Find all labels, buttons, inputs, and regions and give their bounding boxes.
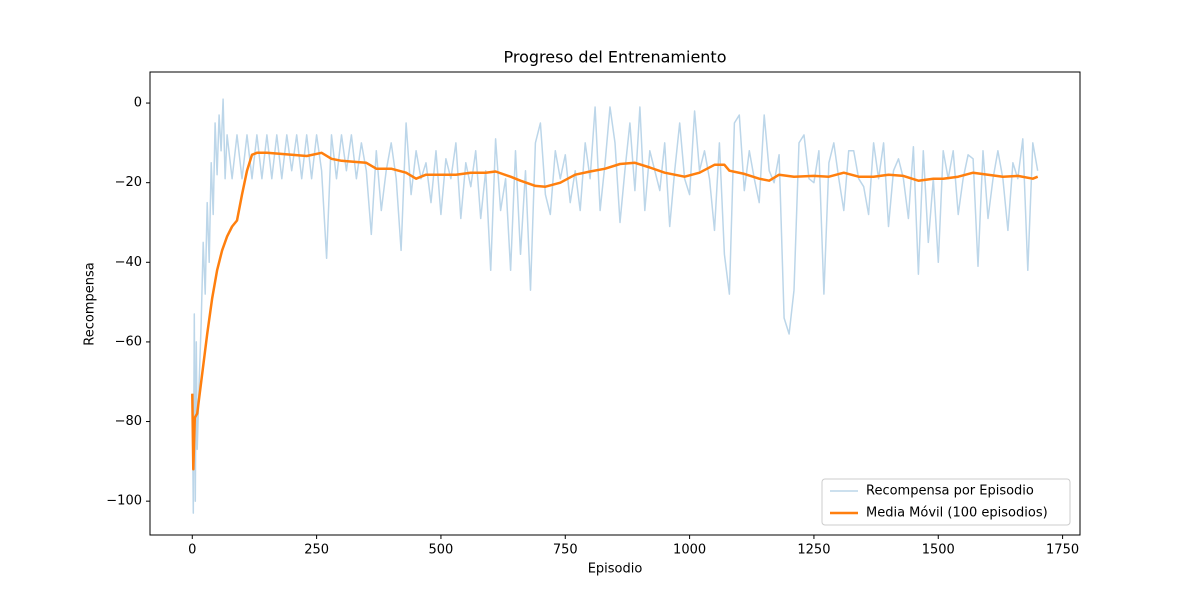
y-tick-label: −60 — [115, 334, 142, 349]
legend-label: Media Móvil (100 episodios) — [866, 506, 1048, 521]
x-tick-label: 1250 — [797, 543, 830, 558]
x-tick-label: 1000 — [673, 543, 706, 558]
y-tick-label: 0 — [134, 96, 142, 111]
x-tick-label: 250 — [304, 543, 329, 558]
legend-box — [821, 478, 1071, 526]
x-axis-label: Episodio — [588, 562, 643, 577]
x-tick-label: 0 — [188, 543, 196, 558]
x-tick-label: 750 — [553, 543, 578, 558]
y-tick-label: −40 — [115, 255, 142, 270]
line-series — [191, 98, 1039, 514]
x-tick-label: 1500 — [922, 543, 955, 558]
y-tick-label: −20 — [115, 175, 142, 190]
legend-label: Recompensa por Episodio — [866, 484, 1034, 499]
chart-title: Progreso del Entrenamiento — [504, 48, 727, 67]
x-tick-label: 1750 — [1046, 543, 1079, 558]
line-series — [191, 151, 1039, 471]
y-tick-label: −100 — [106, 494, 142, 509]
x-tick-label: 500 — [429, 543, 454, 558]
plot-frame — [149, 71, 1081, 536]
y-axis-label: Recompensa — [83, 262, 98, 345]
y-tick-label: −80 — [115, 414, 142, 429]
